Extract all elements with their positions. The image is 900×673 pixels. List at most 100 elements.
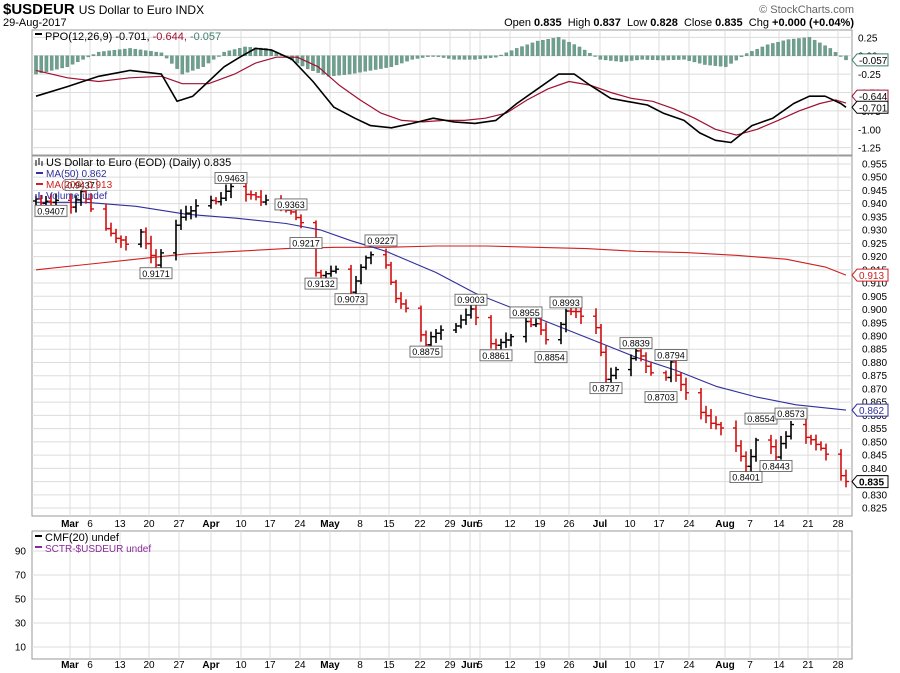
cmf-tick-label: 50: [15, 595, 27, 606]
histogram-bar: [515, 48, 519, 56]
price-value-tag: [851, 403, 889, 417]
x-axis-label-bottom: 10: [624, 660, 636, 671]
ppo-line: [35, 47, 847, 144]
ppo-value-tag-label: -0.701: [859, 103, 888, 114]
x-axis-label: 19: [534, 519, 546, 530]
histogram-bar: [154, 51, 158, 56]
x-axis-label: 27: [173, 519, 185, 530]
x-axis-label-bottom: 13: [114, 660, 126, 671]
ma200-line: [35, 245, 847, 276]
histogram-bar: [640, 55, 644, 60]
x-axis-label: 12: [504, 519, 516, 530]
ma200-legend: MA(200) 0.913: [46, 180, 113, 191]
histogram-bar: [755, 48, 759, 56]
price-annotation-label: 0.8554: [747, 414, 775, 424]
x-axis-label-bottom: 14: [773, 660, 785, 671]
x-axis-label: 24: [294, 519, 306, 530]
x-axis-label-bottom: 17: [264, 660, 276, 671]
histogram-bar: [180, 55, 185, 75]
price-bar: [123, 235, 129, 251]
histogram-bar: [420, 55, 425, 58]
histogram-bar: [582, 49, 587, 56]
volume-legend-icon: [35, 192, 43, 199]
price-annotation-label: 0.8794: [657, 351, 685, 361]
price-bar: [193, 199, 199, 218]
histogram-bar: [666, 55, 671, 61]
histogram-bar: [300, 55, 305, 67]
histogram-bar: [321, 55, 326, 75]
price-bar: [683, 377, 689, 400]
histogram-bar: [342, 55, 347, 75]
x-axis-label-bottom: Apr: [202, 660, 219, 671]
sctr-legend: SCTR-$USDEUR undef: [45, 544, 151, 555]
histogram-bar: [556, 37, 561, 56]
exchange-label: INDX: [175, 3, 205, 17]
x-axis-label: Aug: [715, 519, 734, 530]
x-axis-label-bottom: 8: [357, 660, 363, 671]
x-axis-label-bottom: May: [320, 660, 340, 671]
histogram-bar: [410, 55, 415, 60]
histogram-bar: [269, 50, 273, 56]
price-tick-label: 0.840: [862, 464, 887, 475]
price-annotation-box: [64, 178, 98, 191]
price-tick-label: 0.855: [862, 424, 887, 435]
x-axis-label: Jun: [461, 519, 479, 530]
price-bar: [843, 469, 849, 488]
x-axis-label: 7: [747, 519, 753, 530]
histogram-bar: [452, 55, 456, 60]
price-bar: [333, 265, 339, 274]
price-tick-label: 0.850: [862, 437, 887, 448]
price-bar: [753, 437, 759, 462]
histogram-bar: [567, 41, 571, 56]
x-axis-label: 5: [477, 519, 483, 530]
histogram-bar: [839, 55, 843, 57]
histogram-bar: [697, 55, 702, 64]
histogram-bar: [478, 55, 482, 60]
price-tick-label: 0.945: [862, 186, 887, 197]
histogram-bar: [750, 51, 754, 56]
price-bar: [403, 299, 409, 313]
x-axis-label-bottom: Aug: [715, 660, 734, 671]
price-annotation-label: 0.9227: [367, 236, 395, 246]
cmf-legend-swatch: [35, 535, 42, 537]
histogram-bar: [436, 55, 441, 57]
cmf-legend: CMF(20) undef: [45, 532, 120, 544]
histogram-bar: [379, 55, 383, 69]
histogram-bar: [211, 55, 216, 60]
histogram-bar: [791, 38, 796, 56]
x-axis-label-bottom: 24: [683, 660, 695, 671]
price-tick-label: 0.955: [862, 159, 887, 170]
price-bar: [823, 443, 829, 461]
x-axis-label: 17: [653, 519, 665, 530]
price-annotation-box: [289, 237, 323, 249]
ppo-tick-label: -1.25: [858, 144, 881, 155]
cmf-tick-label: 30: [15, 619, 27, 630]
ppo-legend: PPO(12,26,9) -0.701, -0.644, -0.057: [45, 31, 221, 43]
price-tick-label: 0.870: [862, 384, 887, 395]
histogram-bar: [744, 53, 749, 56]
histogram-bar: [123, 48, 127, 56]
price-legend-title: US Dollar to Euro (EOD) (Daily) 0.835: [46, 157, 231, 169]
x-axis-label-bottom: 6: [87, 660, 93, 671]
histogram-bar: [488, 55, 493, 58]
price-annotation-label: 0.8875: [412, 347, 440, 357]
histogram-bar: [128, 48, 132, 56]
price-annotation-box: [479, 349, 513, 362]
histogram-bar: [358, 55, 362, 73]
price-annotation-box: [509, 306, 543, 319]
histogram-bar: [164, 55, 169, 59]
histogram-bar: [353, 55, 357, 74]
price-bar: [263, 194, 269, 206]
histogram-bar: [588, 53, 592, 56]
histogram-bar: [96, 51, 101, 56]
price-annotation-box: [534, 351, 568, 364]
x-axis-label-bottom: 15: [383, 660, 395, 671]
price-annotation-label: 0.9437: [67, 180, 95, 190]
price-tick-label: 0.920: [862, 252, 887, 263]
histogram-bar: [243, 46, 247, 56]
price-annotation-box: [774, 407, 808, 420]
x-axis-label: 10: [235, 519, 247, 530]
histogram-bar: [593, 55, 597, 57]
x-axis-label: 21: [802, 519, 814, 530]
x-axis-label-bottom: 26: [563, 660, 575, 671]
